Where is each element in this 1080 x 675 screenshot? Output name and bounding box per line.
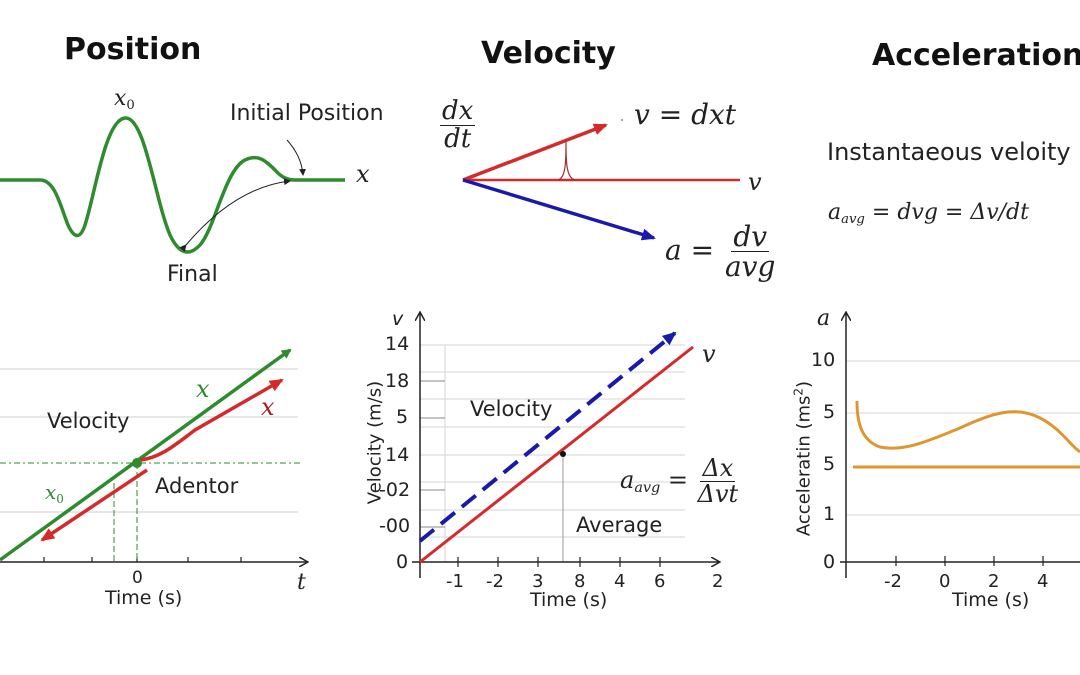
vt-ylabel: Velocity (m/s) — [364, 380, 386, 505]
v-axis-label: v — [748, 168, 762, 196]
pt-t-label: t — [297, 570, 306, 595]
vt-xtick-3: 3 — [532, 571, 544, 592]
velocity-title: Velocity — [481, 36, 616, 71]
vt-xtick-4: 4 — [614, 571, 626, 592]
acceleration-vector-blue — [462, 178, 656, 241]
vt-ytick-m02: -02 — [379, 479, 411, 501]
vt-velocity-label: Velocity — [470, 397, 553, 421]
at-ytick-0: 0 — [823, 551, 836, 573]
velocity-time-graph — [412, 312, 720, 578]
pt-velocity-label: Velocity — [47, 409, 130, 433]
initial-position-label: Initial Position — [230, 101, 384, 126]
vt-ytick-14: 14 — [385, 444, 410, 466]
vt-ytick-18: 18 — [385, 370, 410, 392]
vt-average-formula: aavg = Δx Δvt — [620, 454, 739, 509]
peak-label: x0 — [114, 86, 135, 113]
pt-tick-0: 0 — [132, 568, 143, 588]
angle-marker — [557, 141, 576, 181]
at-xtick-0: 0 — [939, 571, 951, 592]
velocity-line-red — [419, 345, 694, 564]
velocity-vector-red — [462, 123, 608, 182]
position-time-graph — [0, 348, 308, 562]
acceleration-curve — [855, 400, 1080, 454]
position-line-green — [0, 348, 292, 562]
velocity-vectors — [462, 119, 740, 241]
at-ytick-1: 1 — [823, 503, 836, 525]
acceleration-time-graph — [840, 312, 1080, 578]
at-xtick-2: 2 — [988, 571, 1000, 592]
pt-red-x-label: x — [261, 393, 275, 421]
position-curve-red — [139, 378, 284, 462]
vt-xtick-m2: -2 — [486, 571, 504, 592]
pt-green-x-label: x — [196, 375, 210, 403]
vt-xtick-m1: -1 — [446, 571, 464, 592]
vt-xtick-6: 6 — [654, 571, 666, 592]
vt-xlabel: Time (s) — [530, 589, 608, 611]
wave-x-label: x — [356, 160, 370, 188]
pt-x0-label: x0 — [45, 480, 64, 506]
at-xlabel: Time (s) — [952, 589, 1030, 611]
vt-xtick-8: 8 — [574, 571, 586, 592]
a-equation: a = dv avg — [665, 220, 776, 284]
vt-v-label: v — [702, 340, 716, 368]
vt-ytick-14-top: 14 — [385, 333, 410, 355]
at-ytick-5-top: 5 — [823, 401, 836, 423]
at-axis-letter: a — [817, 306, 831, 331]
pt-xlabel: Time (s) — [105, 587, 183, 609]
vt-average-label: Average — [576, 513, 663, 537]
vt-axis-letter: v — [392, 308, 404, 330]
average-point — [560, 451, 566, 457]
position-wave-group — [0, 116, 345, 254]
velocity-line-blue-dashed — [418, 331, 677, 543]
acceleration-title: Acceleration — [872, 38, 1080, 73]
at-xtick-4: 4 — [1037, 571, 1049, 592]
at-xtick-m2: -2 — [884, 571, 902, 592]
vt-ytick-0: 0 — [396, 551, 409, 573]
pt-adentor-label: Adentor — [155, 474, 239, 498]
at-ytick-5: 5 — [823, 453, 836, 475]
vt-ytick-5: 5 — [396, 406, 409, 428]
acceleration-formula: aavg = dvg = Δv/dt — [828, 200, 1029, 227]
position-back-arrow-red — [40, 468, 148, 542]
at-ytick-10: 10 — [811, 349, 836, 371]
at-ylabel: Acceleratin (ms2) — [791, 380, 815, 537]
position-wave — [0, 116, 345, 254]
final-label: Final — [167, 262, 218, 287]
dxdt-fraction: dx dt — [440, 96, 476, 155]
final-to-initial-arrow — [179, 178, 291, 252]
position-title: Position — [64, 32, 202, 67]
vt-xtick-2: 2 — [712, 571, 724, 592]
v-equation: v = dxt — [634, 98, 737, 131]
origin-point — [132, 458, 142, 468]
instantaneous-text: Instantaeous veloity — [827, 138, 1071, 166]
vt-ytick-m00: -00 — [379, 515, 411, 537]
initial-position-pointer — [286, 139, 307, 176]
